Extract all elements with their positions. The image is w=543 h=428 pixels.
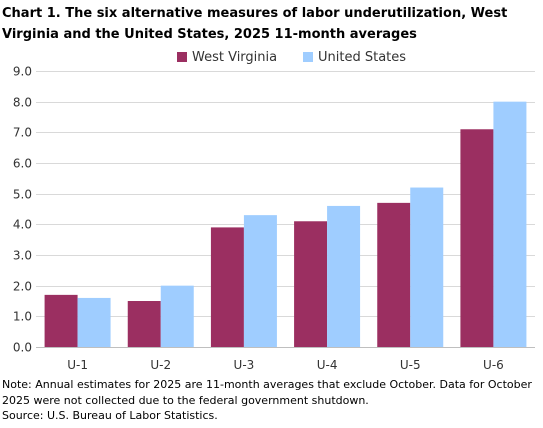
legend-label-united-states: United States xyxy=(318,49,407,65)
bar-west-virginia xyxy=(294,221,328,347)
bar-united-states xyxy=(327,205,361,347)
x-tick-label: U-2 xyxy=(150,358,171,372)
x-tick-label: U-5 xyxy=(400,358,421,372)
bar-united-states xyxy=(243,215,277,347)
bar-west-virginia xyxy=(377,202,411,347)
bar-united-states xyxy=(160,285,194,347)
chart-title: Chart 1. The six alternative measures of… xyxy=(2,6,508,42)
x-tick-label: U-4 xyxy=(317,358,338,372)
y-tick-label: 3.0 xyxy=(13,249,32,263)
y-tick-label: 8.0 xyxy=(13,96,32,110)
bar-united-states xyxy=(493,101,527,348)
y-tick-label: 5.0 xyxy=(13,188,32,202)
y-tick-label: 0.0 xyxy=(13,341,32,355)
note-line-1: Note: Annual estimates for 2025 are 11-m… xyxy=(2,378,532,391)
legend-swatch-united-states xyxy=(303,52,313,62)
legend-item-united-states: United States xyxy=(303,47,406,67)
y-tick-label: 6.0 xyxy=(13,157,32,171)
y-tick-label: 4.0 xyxy=(13,218,32,232)
y-tick-label: 7.0 xyxy=(13,126,32,140)
bar-west-virginia xyxy=(210,227,244,347)
x-tick-label: U-6 xyxy=(483,358,504,372)
x-tick-label: U-3 xyxy=(234,358,255,372)
note-line-2: 2025 were not collected due to the feder… xyxy=(2,393,369,407)
y-tick-label: 2.0 xyxy=(13,280,32,294)
chart-legend: West Virginia United States xyxy=(0,47,543,67)
y-tick-label: 1.0 xyxy=(13,310,32,324)
bar-united-states xyxy=(77,297,111,347)
bar-west-virginia xyxy=(460,129,494,347)
chart-notes: Note: Annual estimates for 2025 are 11-m… xyxy=(2,377,542,424)
legend-label-west-virginia: West Virginia xyxy=(192,49,278,65)
legend-item-west-virginia: West Virginia xyxy=(177,47,277,67)
bar-united-states xyxy=(410,187,444,347)
source-line: Source: U.S. Bureau of Labor Statistics. xyxy=(2,409,218,422)
legend-swatch-west-virginia xyxy=(177,52,187,62)
bar-west-virginia xyxy=(44,294,78,347)
x-tick-label: U-1 xyxy=(67,358,88,372)
y-tick-label: 9.0 xyxy=(13,65,32,79)
bar-west-virginia xyxy=(127,301,161,347)
